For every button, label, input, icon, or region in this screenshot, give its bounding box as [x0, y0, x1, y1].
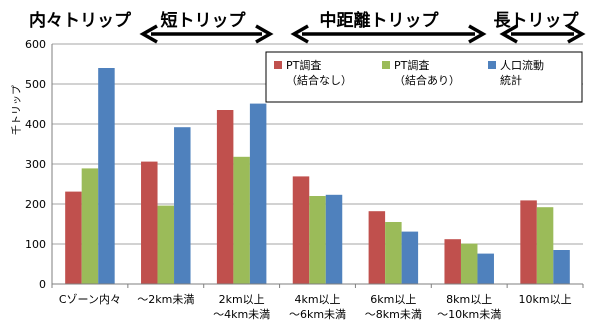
legend-box [265, 51, 583, 103]
y-tick-label: 400 [25, 118, 46, 131]
band-label-3: 長トリップ [494, 10, 580, 31]
band-arrow-right-head-2 [468, 24, 487, 44]
bar-series0-cat3 [292, 176, 310, 284]
bar-series0-cat2 [216, 110, 234, 284]
bar-series2-cat1 [174, 127, 191, 284]
bar-series2-cat6 [553, 250, 570, 284]
trip-bands: 内々トリップ 短トリップ 中距離トリップ 長トリップ [29, 10, 586, 44]
bar-series1-cat1 [157, 205, 175, 284]
legend-label-1: （結合あり） [394, 73, 460, 87]
legend-label-2: 統計 [500, 73, 522, 87]
legend-swatch-1 [382, 61, 390, 69]
bar-series1-cat3 [309, 196, 326, 284]
bar-series1-cat2 [233, 156, 250, 284]
x-category-label: 10km以上 [519, 293, 572, 306]
x-category-label: ～10km未満 [437, 308, 501, 321]
bar-series2-cat5 [477, 253, 494, 284]
bar-series1-cat5 [460, 243, 478, 284]
band-arrow-right-head-1 [255, 24, 274, 44]
y-tick-label: 300 [25, 158, 46, 171]
bar-series1-cat6 [536, 207, 554, 284]
bar-series2-cat2 [249, 103, 267, 284]
bar-series0-cat1 [141, 161, 158, 284]
y-tick-label: 0 [39, 278, 46, 291]
band-arrow-left-head-3 [499, 24, 518, 44]
x-category-label: 2km以上 [219, 293, 265, 306]
legend-label-0: PT調査 [286, 58, 321, 72]
band-arrow-right-head-3 [567, 24, 586, 44]
bar-series1-cat0 [81, 168, 99, 284]
band-label-2: 中距離トリップ [320, 10, 440, 31]
axes: 0 100 200 300 400 500 600 千トリップ Cゾーン内々 ～2km未満 2km以… [11, 38, 584, 321]
band-label-1: 短トリップ [161, 10, 247, 31]
legend-swatch-2 [488, 61, 496, 69]
x-category-label: 8km以上 [446, 293, 492, 306]
x-category-label: ～2km未満 [137, 293, 194, 306]
legend-label-0: （結合なし） [286, 73, 352, 87]
y-axis-title: 千トリップ [11, 85, 23, 135]
band-arrow-left-head-2 [290, 24, 309, 44]
bar-series0-cat0 [65, 191, 82, 284]
x-category-label: 4km以上 [294, 293, 340, 306]
y-tick-label: 200 [25, 198, 46, 211]
band-label-0: 内々トリップ [29, 10, 132, 31]
x-category-label: ～4km未満 [213, 308, 270, 321]
x-category-label: ～6km未満 [289, 308, 346, 321]
bar-series2-cat0 [98, 68, 115, 284]
y-tick-label: 600 [25, 38, 46, 51]
bars [65, 68, 570, 284]
x-category-label: 6km以上 [370, 293, 416, 306]
bar-series0-cat6 [520, 200, 537, 284]
legend-swatch-0 [274, 61, 282, 69]
x-category-label: ～8km未満 [365, 308, 422, 321]
x-category-label: Cゾーン内々 [59, 292, 121, 306]
bar-series2-cat4 [401, 231, 419, 284]
y-tick-label: 500 [25, 78, 46, 91]
bar-series0-cat5 [444, 239, 461, 284]
band-arrow-left-head-1 [139, 24, 158, 44]
bar-series2-cat3 [325, 194, 343, 284]
legend-label-1: PT調査 [394, 58, 429, 72]
legend-label-2: 人口流動 [500, 58, 544, 72]
y-tick-label: 100 [25, 238, 46, 251]
bar-series0-cat4 [368, 211, 386, 284]
bar-series1-cat4 [385, 222, 402, 284]
